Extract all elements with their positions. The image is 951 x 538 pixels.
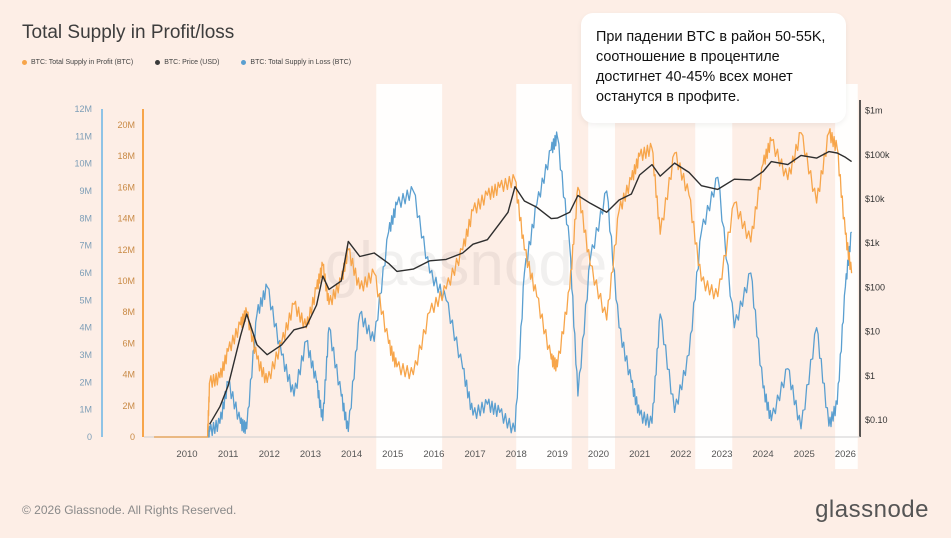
x-axis-tick: 2022 xyxy=(670,449,691,460)
x-axis-tick: 2017 xyxy=(464,449,485,460)
price-axis-tick: $0.10 xyxy=(865,415,888,425)
x-axis-tick: 2016 xyxy=(423,449,444,460)
profit-axis-tick: 20M xyxy=(117,120,135,130)
x-axis-tick: 2014 xyxy=(341,449,362,460)
x-axis-tick: 2021 xyxy=(629,449,650,460)
legend-item-profit[interactable]: BTC: Total Supply in Profit (BTC) xyxy=(22,59,133,66)
x-axis-tick: 2023 xyxy=(711,449,732,460)
price-axis-tick: $1 xyxy=(865,371,875,381)
price-series-line xyxy=(208,150,852,425)
loss-axis-tick: 3M xyxy=(79,350,92,360)
x-axis-tick: 2019 xyxy=(547,449,568,460)
legend-label-price: BTC: Price (USD) xyxy=(164,59,220,66)
loss-axis-tick: 6M xyxy=(79,268,92,278)
loss-axis-tick: 1M xyxy=(79,405,92,415)
price-axis-tick: $1m xyxy=(865,106,883,116)
legend-swatch-price xyxy=(155,60,161,65)
profit-axis-tick: 4M xyxy=(122,370,135,380)
profit-axis-tick: 14M xyxy=(117,214,135,224)
price-axis-tick: $100k xyxy=(865,150,890,160)
loss-axis-tick: 7M xyxy=(79,241,92,251)
x-axis-tick: 2024 xyxy=(753,449,774,460)
x-axis-tick: 2013 xyxy=(300,449,321,460)
price-axis-tick: $100 xyxy=(865,282,885,292)
loss-axis-tick: 11M xyxy=(75,131,92,141)
loss-axis-tick: 8M xyxy=(79,213,92,223)
legend-label-loss: BTC: Total Supply in Loss (BTC) xyxy=(250,59,352,66)
loss-axis-tick: 10M xyxy=(74,159,92,169)
x-axis-tick: 2012 xyxy=(259,449,280,460)
price-axis-tick: $10 xyxy=(865,327,880,337)
loss-axis-tick: 0 xyxy=(87,432,92,442)
loss-axis-tick: 9M xyxy=(79,186,92,196)
legend-swatch-profit xyxy=(22,60,27,65)
price-axis-tick: $10k xyxy=(865,194,885,204)
chart-legend: BTC: Total Supply in Profit (BTC) BTC: P… xyxy=(22,59,351,66)
bear-band-1 xyxy=(516,84,572,469)
loss-axis-tick: 4M xyxy=(79,323,92,333)
profit-axis-tick: 10M xyxy=(117,276,135,286)
profit-axis-tick: 18M xyxy=(117,151,135,161)
x-axis-tick: 2026 xyxy=(835,449,856,460)
annotation-text: При падении BTC в район 50-55K, соотноше… xyxy=(596,29,826,105)
chart-title: Total Supply in Profit/loss xyxy=(22,22,235,43)
profit-axis-tick: 2M xyxy=(122,401,135,411)
x-axis-tick: 2011 xyxy=(218,449,238,460)
loss-axis-tick: 2M xyxy=(79,377,92,387)
legend-label-profit: BTC: Total Supply in Profit (BTC) xyxy=(31,59,134,66)
x-axis-tick: 2018 xyxy=(506,449,527,460)
legend-item-loss[interactable]: BTC: Total Supply in Loss (BTC) xyxy=(241,59,351,66)
profit-axis-tick: 8M xyxy=(122,307,135,317)
profit-axis-tick: 16M xyxy=(117,182,135,192)
profit-series-line xyxy=(154,128,853,438)
x-axis-tick: 2025 xyxy=(794,449,815,460)
price-axis-tick: $1k xyxy=(865,238,880,248)
loss-axis-tick: 12M xyxy=(74,104,92,114)
loss-series-line xyxy=(154,131,853,438)
x-axis-tick: 2015 xyxy=(382,449,403,460)
annotation-callout: При падении BTC в район 50-55K, соотноше… xyxy=(581,13,846,123)
legend-swatch-loss xyxy=(241,60,247,65)
bear-band-0 xyxy=(376,84,443,469)
x-axis-tick: 2020 xyxy=(588,449,609,460)
brand-logo: glassnode xyxy=(815,496,929,523)
profit-axis-tick: 12M xyxy=(117,245,135,255)
profit-axis-tick: 6M xyxy=(122,338,135,348)
x-axis-tick: 2010 xyxy=(176,449,197,460)
legend-item-price[interactable]: BTC: Price (USD) xyxy=(155,59,219,66)
bear-band-2 xyxy=(588,84,615,469)
copyright-text: © 2026 Glassnode. All Rights Reserved. xyxy=(22,503,237,517)
loss-axis-tick: 5M xyxy=(79,295,92,305)
profit-axis-tick: 0 xyxy=(130,432,135,442)
